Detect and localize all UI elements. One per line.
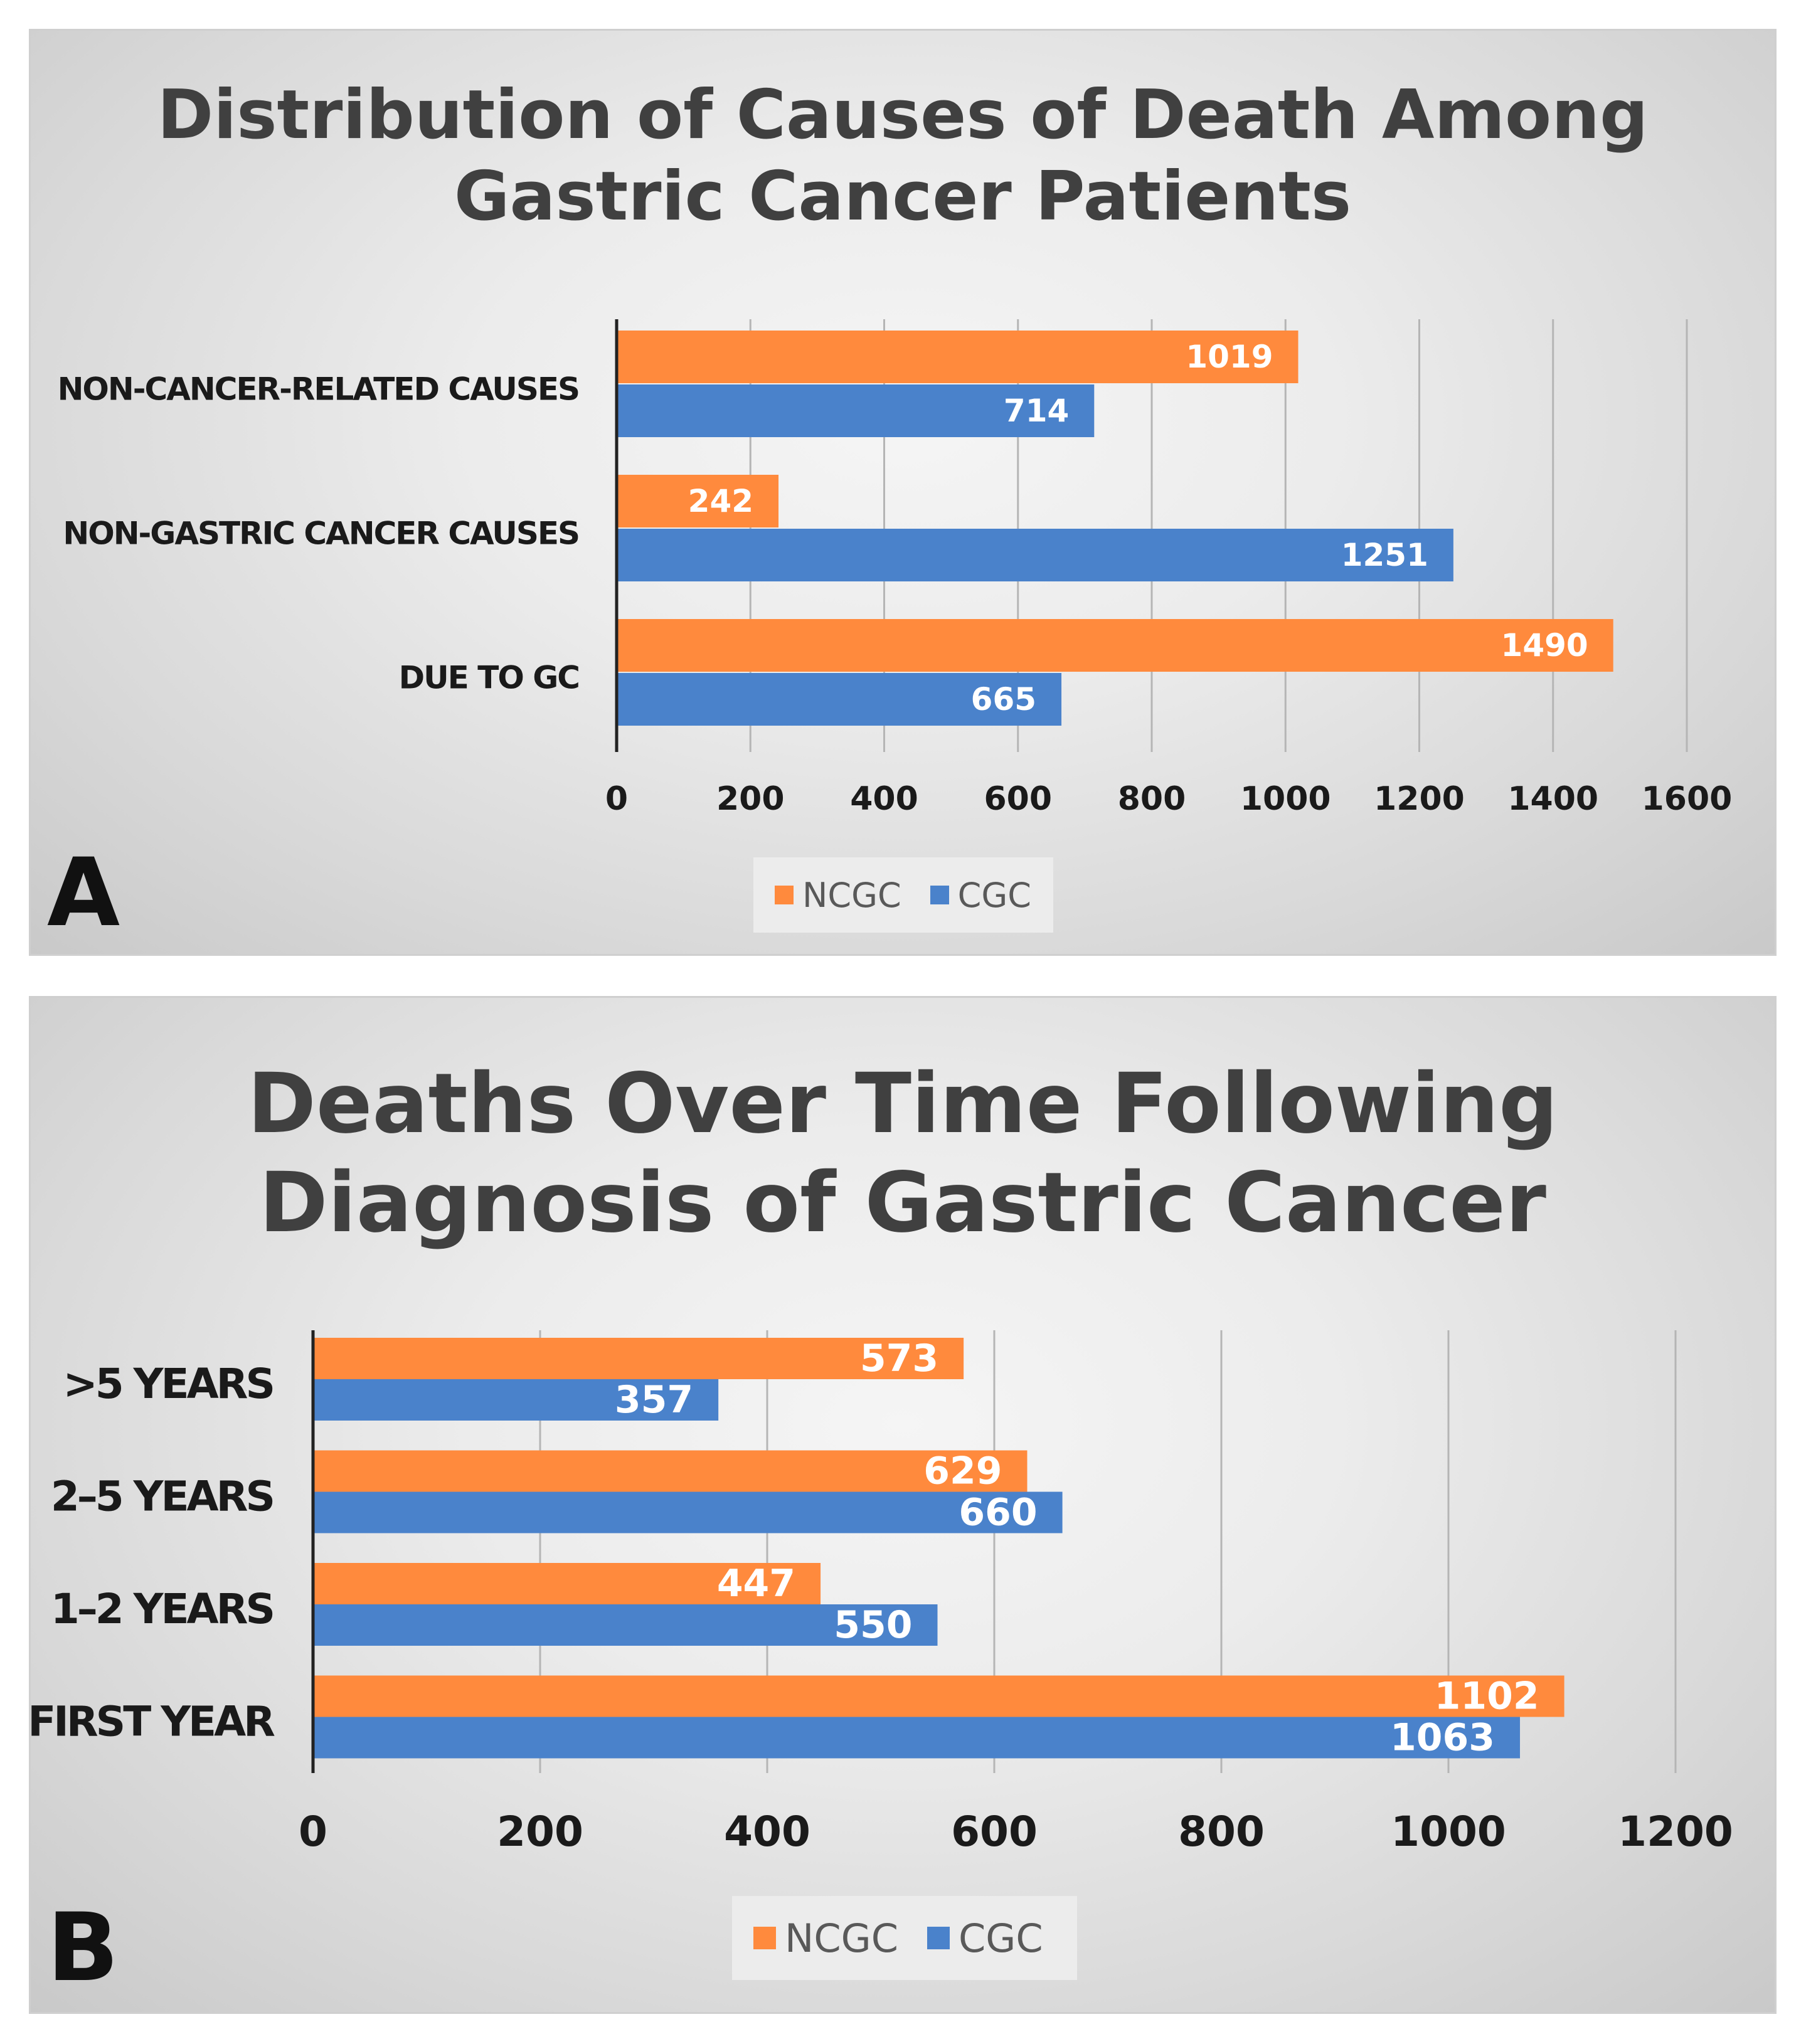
legend-item-ncgc: NCGC: [753, 1915, 898, 1961]
chart-panel-b: Deaths Over Time Following Diagnosis of …: [29, 996, 1777, 2014]
bar-cgc-1-2-years: [313, 1604, 938, 1646]
data-label-cgc-5-years: 357: [615, 1378, 693, 1422]
data-label-ncgc-first-year: 1102: [1435, 1675, 1539, 1718]
chart-a-title: Distribution of Causes of Death Among Ga…: [31, 75, 1775, 237]
bar-cgc-2-5-years: [313, 1491, 1063, 1533]
bar-ncgc-1-2-years: [313, 1563, 821, 1604]
legend-item-cgc: CGC: [927, 1915, 1043, 1961]
bar-ncgc-non-gastric-cancer-causes: [617, 475, 779, 527]
x-tick-label-400: 400: [724, 1808, 810, 1856]
chart-a-title-line1: Distribution of Causes of Death Among: [157, 76, 1649, 154]
x-tick-label-1400: 1400: [1507, 780, 1598, 818]
category-label-5-years: >5 YEARS: [63, 1360, 273, 1408]
bar-ncgc-first-year: [313, 1675, 1564, 1717]
chart-a-plot: NON-CANCER-RELATED CAUSES 1019 714 NON-GAST…: [58, 319, 1733, 818]
x-tick-label-800: 800: [1118, 780, 1186, 818]
x-tick-label-1000: 1000: [1240, 780, 1331, 818]
bar-ncgc-due-to-gc: [617, 619, 1613, 672]
data-label-cgc-1-2-years: 550: [834, 1603, 912, 1647]
legend-label-ncgc: NCGC: [785, 1915, 899, 1961]
data-label-cgc-2-5-years: 660: [959, 1491, 1037, 1535]
data-label-ncgc-5-years: 573: [860, 1337, 938, 1380]
legend-item-ncgc: NCGC: [775, 876, 901, 915]
legend-swatch-ncgc: [775, 886, 794, 904]
category-label-non-gastric-cancer-causes: NON-GASTRIC CANCER CAUSES: [63, 516, 579, 552]
x-tick-label-200: 200: [716, 780, 785, 818]
bar-cgc-first-year: [313, 1717, 1521, 1759]
bar-ncgc-2-5-years: [313, 1450, 1028, 1492]
x-tick-label-1200: 1200: [1618, 1808, 1733, 1856]
chart-a-title-line2: Gastric Cancer Patients: [454, 157, 1352, 236]
bar-cgc-non-cancer-related-causes: [617, 384, 1095, 437]
legend-swatch-cgc: [927, 1927, 950, 1949]
x-tick-label-400: 400: [850, 780, 918, 818]
chart-b-title: Deaths Over Time Following Diagnosis of …: [31, 1054, 1775, 1253]
category-label-first-year: FIRST YEAR: [31, 1697, 275, 1745]
category-label-2-5-years: 2–5 YEARS: [51, 1472, 273, 1520]
panel-label-b: B: [47, 1893, 119, 2003]
bar-cgc-due-to-gc: [617, 673, 1062, 726]
data-label-cgc-non-gastric-cancer-causes: 1251: [1341, 537, 1428, 573]
bar-cgc-5-years: [313, 1379, 719, 1421]
bar-ncgc-5-years: [313, 1338, 964, 1379]
category-label-1-2-years: 1–2 YEARS: [51, 1585, 273, 1633]
data-label-cgc-due-to-gc: 665: [971, 681, 1036, 718]
bar-cgc-non-gastric-cancer-causes: [617, 529, 1453, 581]
legend-swatch-cgc: [930, 886, 949, 904]
data-label-ncgc-due-to-gc: 1490: [1501, 627, 1588, 664]
data-label-ncgc-1-2-years: 447: [717, 1562, 795, 1606]
x-tick-label-600: 600: [951, 1808, 1038, 1856]
category-label-due-to-gc: DUE TO GC: [399, 660, 579, 696]
data-label-cgc-first-year: 1063: [1390, 1716, 1495, 1760]
x-tick-label-200: 200: [497, 1808, 583, 1856]
data-label-ncgc-non-gastric-cancer-causes: 242: [688, 483, 753, 519]
legend-label-cgc: CGC: [959, 1915, 1043, 1961]
x-tick-label-600: 600: [984, 780, 1052, 818]
category-label-non-cancer-related-causes: NON-CANCER-RELATED CAUSES: [58, 371, 579, 408]
legend-label-ncgc: NCGC: [802, 875, 901, 915]
data-label-cgc-non-cancer-related-causes: 714: [1004, 393, 1069, 429]
x-tick-label-800: 800: [1178, 1808, 1265, 1856]
legend-item-cgc: CGC: [930, 876, 1031, 915]
chart-a-legend: NCGC CGC: [753, 857, 1053, 933]
data-label-ncgc-non-cancer-related-causes: 1019: [1186, 339, 1273, 375]
panel-label-a: A: [47, 839, 120, 948]
chart-panel-a: Distribution of Causes of Death Among Ga…: [29, 29, 1777, 956]
chart-b-title-line2: Diagnosis of Gastric Cancer: [259, 1155, 1546, 1252]
x-tick-label-1600: 1600: [1642, 780, 1733, 818]
x-tick-label-1000: 1000: [1391, 1808, 1506, 1856]
x-tick-label-1200: 1200: [1374, 780, 1465, 818]
chart-b-title-line1: Deaths Over Time Following: [247, 1056, 1558, 1152]
legend-label-cgc: CGC: [957, 875, 1031, 915]
x-tick-label-0: 0: [605, 780, 628, 818]
x-tick-label-0: 0: [299, 1808, 327, 1856]
legend-swatch-ncgc: [753, 1927, 776, 1949]
data-label-ncgc-2-5-years: 629: [923, 1449, 1002, 1493]
chart-b-legend: NCGC CGC: [732, 1896, 1077, 1980]
bar-ncgc-non-cancer-related-causes: [617, 331, 1299, 383]
